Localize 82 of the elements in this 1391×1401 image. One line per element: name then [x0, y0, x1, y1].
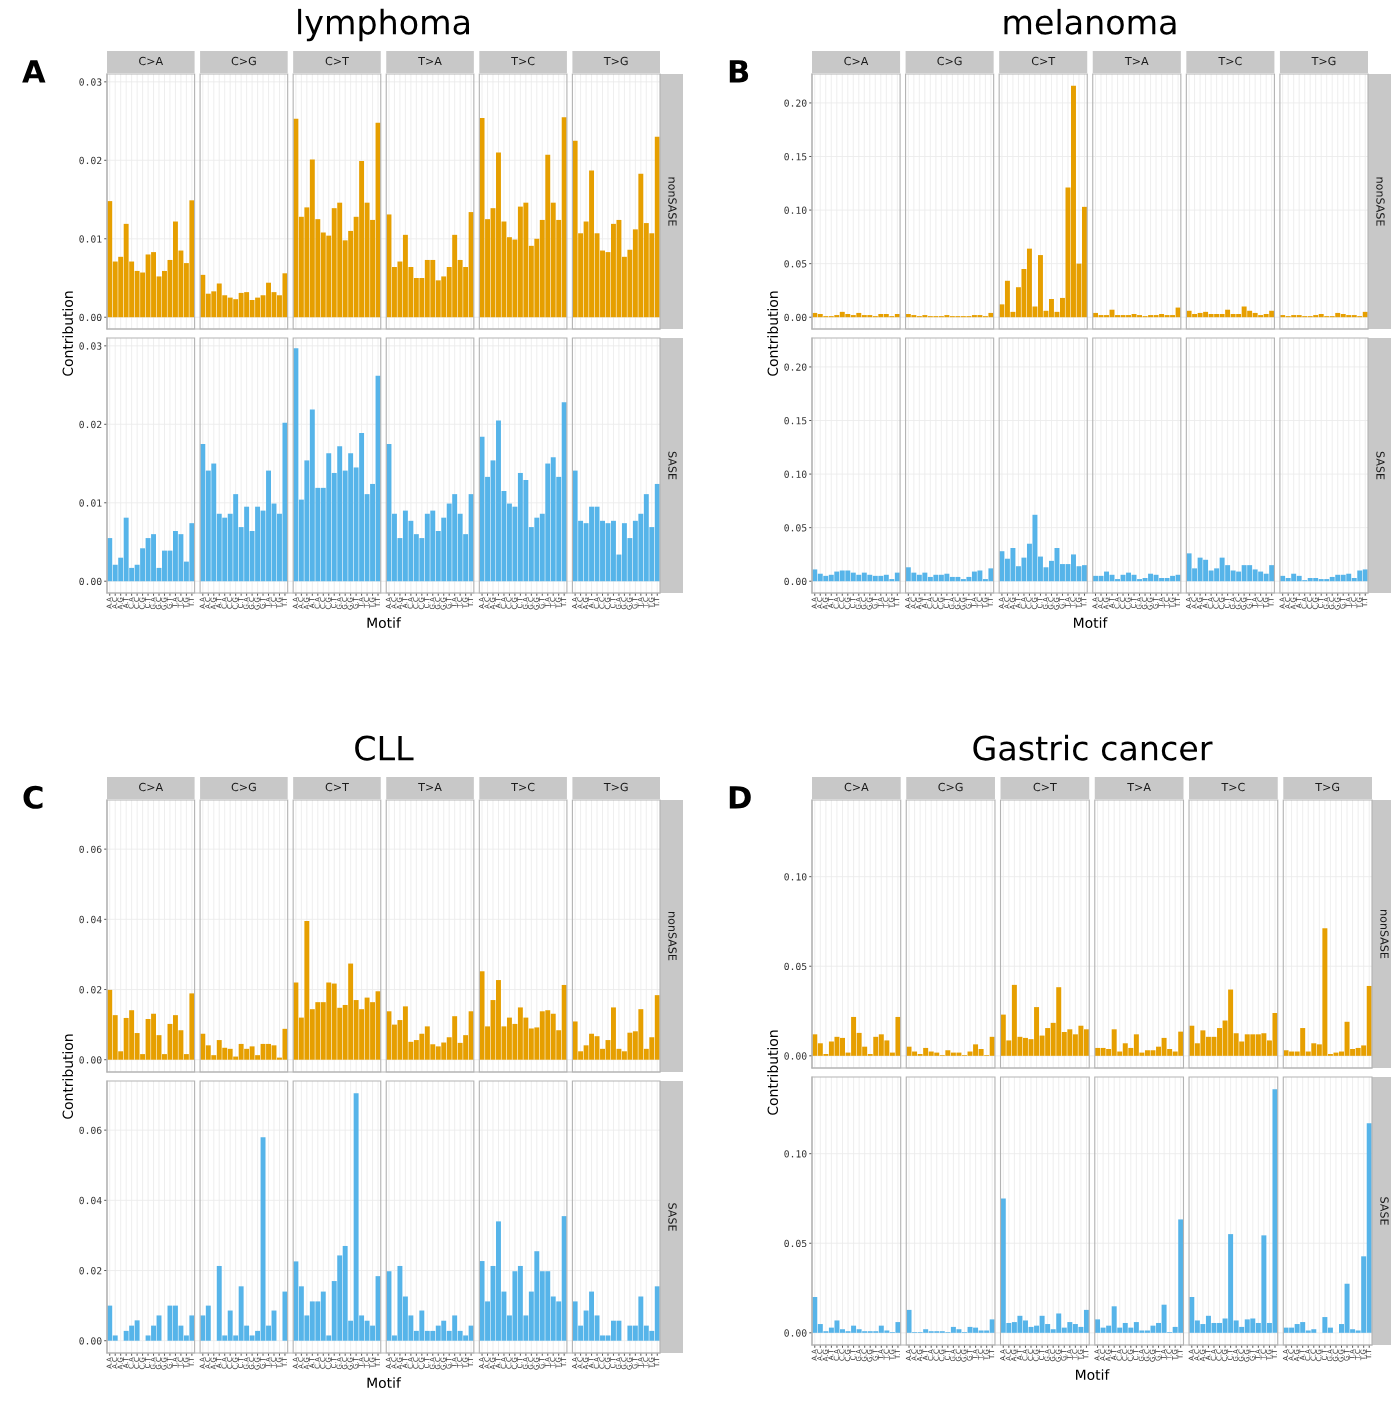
text: D	[729, 786, 751, 809]
text: T>A	[1127, 782, 1151, 792]
text: C>T	[325, 56, 349, 66]
y-tick-label: 0.03	[79, 342, 102, 350]
chart-title: CLL	[355, 735, 414, 761]
y-tick-label: 0.03	[79, 78, 102, 86]
y-tick-label: 0.10	[784, 470, 807, 478]
y2-axis-title: SASE	[668, 451, 677, 480]
y-tick-label: 0.00	[784, 577, 807, 586]
y-tick-label: 0.00	[79, 1056, 102, 1064]
text: T>C	[511, 782, 535, 792]
text: T>C	[511, 56, 535, 66]
y-tick-label: 0.05	[784, 1239, 807, 1248]
y-tick-label: 0.10	[784, 206, 807, 214]
y-tick-label: 0.05	[784, 524, 807, 532]
text: C>A	[139, 782, 164, 792]
y-axis-title: Contribution	[767, 291, 779, 376]
y-tick-label: 0.04	[79, 1196, 102, 1205]
text: B	[729, 60, 749, 83]
text: T>G	[1315, 782, 1340, 792]
y-tick-label: 0.01	[79, 499, 102, 507]
x-axis-title: Motif	[367, 1377, 402, 1389]
y-tick-label: 0.04	[79, 915, 102, 924]
text: C>A	[139, 56, 164, 66]
y-tick-label: 0.02	[79, 986, 102, 994]
y-tick-label: 0.00	[784, 1052, 807, 1060]
y-tick-label: 0.10	[784, 1150, 807, 1158]
y-tick-label: 0.01	[79, 235, 102, 243]
text: C	[23, 785, 43, 809]
x-axis-title: Motif	[367, 617, 402, 629]
y-tick-label: 0.00	[784, 1329, 807, 1337]
text: C>G	[231, 782, 256, 792]
text: C>T	[1031, 56, 1056, 66]
y-tick-label: 0.02	[79, 420, 102, 429]
chart-title: Gastric cancer	[973, 734, 1213, 761]
y-tick-label: 0.20	[784, 99, 807, 107]
y-tick-label: 0.00	[79, 1337, 102, 1345]
y-tick-label: 0.00	[784, 313, 807, 322]
y-tick-label: 0.10	[784, 873, 807, 881]
text: C>T	[1033, 782, 1057, 792]
text: T>C	[1218, 56, 1242, 66]
text: C>T	[325, 782, 349, 792]
y-tick-label: 0.06	[79, 1126, 102, 1134]
y-tick-label: 0.06	[79, 845, 102, 853]
y2-axis-title: SASE	[668, 1203, 677, 1231]
y-tick-label: 0.00	[79, 313, 102, 322]
y-tick-label: 0.20	[784, 363, 807, 371]
text: C>A	[844, 56, 869, 66]
y-tick-label: 0.00	[79, 577, 102, 586]
y2-axis-title: nonSASE	[668, 177, 677, 226]
y-tick-label: 0.02	[79, 1267, 102, 1275]
text: T>A	[1124, 56, 1149, 66]
y2-axis-title: nonSASE	[1376, 177, 1385, 226]
text: A	[22, 60, 46, 83]
text: T>C	[1221, 782, 1245, 792]
chart-title: melanoma	[1004, 8, 1176, 35]
x-axis-title: Motif	[1074, 617, 1108, 629]
y-axis-title: Contribution	[767, 1030, 779, 1115]
y-tick-label: 0.02	[79, 156, 102, 165]
text: T>G	[603, 782, 628, 792]
y2-axis-title: nonSASE	[1380, 910, 1389, 959]
text: C>A	[844, 782, 869, 792]
text: T>A	[418, 56, 442, 66]
y-tick-label: 0.05	[784, 962, 807, 971]
bar	[282, 1291, 288, 1341]
y-tick-label: 0.15	[784, 417, 807, 425]
chart-title: lymphoma	[298, 8, 469, 42]
text: C>G	[938, 782, 963, 792]
text: C>G	[937, 56, 962, 66]
y-axis-title: Contribution	[62, 291, 74, 376]
y2-axis-title: SASE	[1380, 1197, 1389, 1225]
text: T>G	[1311, 56, 1336, 66]
text: C>G	[231, 56, 256, 66]
y-tick-label: 0.05	[784, 260, 807, 268]
text: T>A	[418, 782, 442, 792]
y-tick-label: 0.15	[784, 153, 807, 161]
y2-axis-title: nonSASE	[668, 912, 677, 961]
y2-axis-title: SASE	[1376, 451, 1385, 480]
text: T>G	[603, 56, 628, 66]
x-axis-title: Motif	[1076, 1369, 1110, 1381]
y-axis-title: Contribution	[62, 1034, 74, 1119]
bar	[205, 1305, 211, 1341]
